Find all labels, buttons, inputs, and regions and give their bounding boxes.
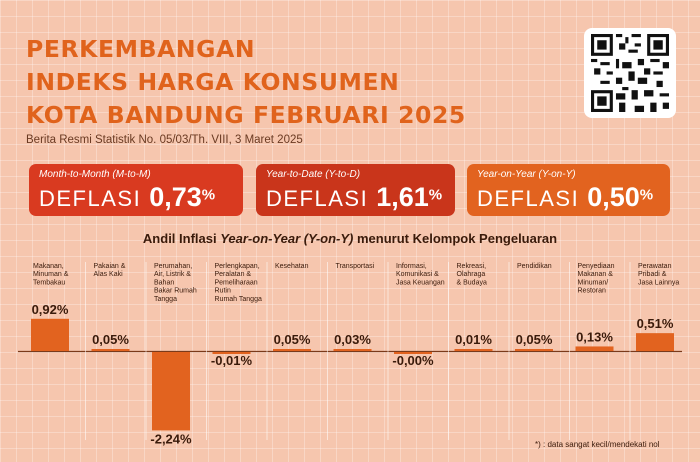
category-label-line: Minuman & <box>33 271 69 278</box>
bar <box>636 333 674 351</box>
category-label-line: Pemeliharaan <box>215 279 258 286</box>
value-label: 0,05% <box>274 332 311 347</box>
value-label: -0,01% <box>211 353 253 368</box>
title-line-3: KOTA BANDUNG FEBRUARI 2025 <box>26 101 466 129</box>
category-label-line: Kesehatan <box>275 263 309 270</box>
category-label-line: Transportasi <box>336 263 375 270</box>
bar <box>152 352 190 431</box>
card-value: 1,61 <box>376 182 429 212</box>
category-label-line: Jasa Lainnya <box>638 279 679 286</box>
category-label-line: & Budaya <box>457 279 487 286</box>
bar <box>333 349 372 351</box>
bar <box>575 346 614 351</box>
category-label: Perlengkapan, Peralatan & Pemeliharaan Ruti… <box>215 263 262 303</box>
category-label-line: Pendidikan <box>517 263 552 270</box>
category-label-line: Pakaian & <box>94 263 126 270</box>
category-label: Transportasi <box>336 263 375 270</box>
chart-title-suffix: menurut Kelompok Pengeluaran <box>353 231 558 246</box>
category-label: Kesehatan <box>275 263 309 270</box>
card-word: DEFLASI <box>477 186 580 211</box>
card-label: Year-to-Date (Y-to-D) <box>266 169 361 180</box>
card-label: Year-on-Year (Y-on-Y) <box>477 169 576 180</box>
card-month-to-month: Month-to-Month (M-to-M) DEFLASI 0,73% <box>29 164 243 216</box>
card-unit: % <box>639 186 654 204</box>
category-label: Penyediaan Makanan & Minuman/Restoran <box>578 263 615 295</box>
subtitle: Berita Resmi Statistik No. 05/03/Th. VII… <box>26 134 303 146</box>
value-label: 0,13% <box>576 329 613 344</box>
value-label: 0,01% <box>455 332 492 347</box>
chart-title-prefix: Andil Inflasi <box>142 231 221 246</box>
category-label-line: Tembakau <box>33 279 65 286</box>
title-line-1: PERKEMBANGAN <box>26 35 256 63</box>
category-label-line: Rutin <box>215 288 231 295</box>
category-label-line: Minuman/ <box>578 279 609 286</box>
category-label-line: Bahan <box>154 279 174 286</box>
category-label-line: Rumah Tangga <box>215 296 262 303</box>
qr-code[interactable] <box>584 28 676 118</box>
value-label: 0,03% <box>334 332 371 347</box>
category-label-line: Tangga <box>154 296 177 303</box>
value-label: 0,05% <box>516 332 553 347</box>
value-label: -2,24% <box>150 431 192 446</box>
category-label: Pakaian & Alas Kaki <box>94 263 126 278</box>
category-label-line: Alas Kaki <box>94 271 124 278</box>
chart-title: Andil Inflasi Year-on-Year (Y-on-Y) menu… <box>0 231 700 246</box>
category-label-line: Rekreasi, <box>457 263 487 270</box>
bar <box>515 349 553 351</box>
card-year-to-date: Year-to-Date (Y-to-D) DEFLASI 1,61% <box>256 164 455 216</box>
value-label: 0,05% <box>92 332 129 347</box>
card-word: DEFLASI <box>266 186 369 211</box>
card-year-on-year: Year-on-Year (Y-on-Y) DEFLASI 0,50% <box>467 164 670 216</box>
bar <box>394 352 432 354</box>
chart-title-italic: Year-on-Year (Y-on-Y) <box>220 231 354 246</box>
footnote: *) : data sangat kecil/mendekati nol <box>535 440 660 449</box>
category-label-line: Makanan, <box>33 263 64 270</box>
bar <box>31 318 69 351</box>
card-word: DEFLASI <box>39 186 142 211</box>
bar <box>454 349 493 351</box>
category-label-line: Jasa Keuangan <box>396 279 445 286</box>
category-label-line: Air, Listrik & <box>154 271 191 278</box>
category-label-line: Penyediaan <box>578 263 615 270</box>
value-label: 0,51% <box>637 316 674 331</box>
category-label-line: Restoran <box>578 288 607 295</box>
card-label: Month-to-Month (M-to-M) <box>39 169 151 180</box>
value-label: 0,92% <box>32 302 69 317</box>
bar <box>273 349 311 351</box>
category-label: Makanan, Minuman & Tembakau <box>33 263 69 286</box>
value-label: -0,00% <box>392 353 434 368</box>
category-label-line: Perumahan, <box>154 263 192 270</box>
category-label-line: Perawatan <box>638 263 672 270</box>
card-value: 0,73 <box>149 182 202 212</box>
card-unit: % <box>428 186 443 204</box>
category-label: Perawatan Pribadi & Jasa Lainnya <box>638 263 679 286</box>
category-label-line: Olahraga <box>457 271 486 278</box>
category-label-line: Peralatan & <box>215 271 252 278</box>
category-label: Perumahan, Air, Listrik & Bahan Bakar Rumah… <box>154 263 197 303</box>
category-label: Informasi, Komunikasi & Jasa Keuangan <box>396 263 445 286</box>
bar <box>212 352 251 354</box>
category-label: Rekreasi, Olahraga & Budaya <box>457 263 487 286</box>
category-label-line: Bakar Rumah <box>154 288 197 295</box>
qr-code-icon <box>591 34 669 112</box>
category-label-line: Perlengkapan, <box>215 263 260 270</box>
category-label-line: Informasi, <box>396 263 427 270</box>
category-label: Pendidikan <box>517 263 552 270</box>
card-unit: % <box>201 186 216 204</box>
category-label-line: Makanan & <box>578 271 614 278</box>
category-label-line: Komunikasi & <box>396 271 439 278</box>
title-line-2: INDEKS HARGA KONSUMEN <box>26 68 400 96</box>
card-value: 0,50 <box>587 182 640 212</box>
category-label-line: Pribadi & <box>638 271 667 278</box>
bar <box>91 349 130 351</box>
